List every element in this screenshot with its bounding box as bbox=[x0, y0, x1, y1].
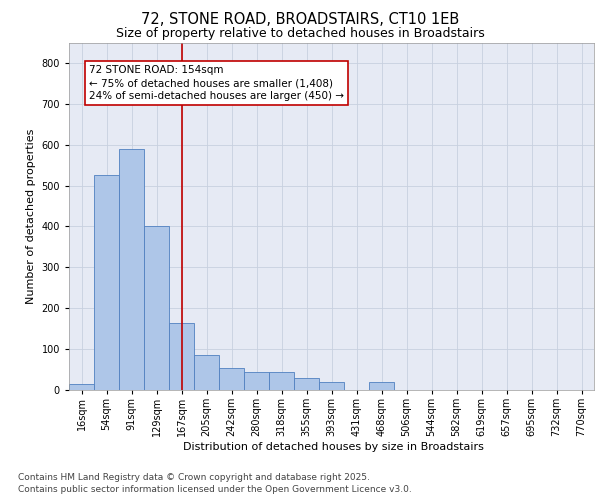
Bar bbox=[144, 226, 169, 390]
Text: 72, STONE ROAD, BROADSTAIRS, CT10 1EB: 72, STONE ROAD, BROADSTAIRS, CT10 1EB bbox=[141, 12, 459, 28]
Bar bbox=[194, 355, 219, 390]
Text: Contains HM Land Registry data © Crown copyright and database right 2025.: Contains HM Land Registry data © Crown c… bbox=[18, 472, 370, 482]
Bar bbox=[294, 378, 319, 390]
Bar bbox=[169, 322, 194, 390]
Bar bbox=[269, 372, 294, 390]
Text: Contains public sector information licensed under the Open Government Licence v3: Contains public sector information licen… bbox=[18, 485, 412, 494]
Bar bbox=[119, 149, 144, 390]
Bar bbox=[94, 176, 119, 390]
Y-axis label: Number of detached properties: Number of detached properties bbox=[26, 128, 36, 304]
Text: 72 STONE ROAD: 154sqm
← 75% of detached houses are smaller (1,408)
24% of semi-d: 72 STONE ROAD: 154sqm ← 75% of detached … bbox=[89, 65, 344, 102]
Bar bbox=[369, 382, 394, 390]
Text: Distribution of detached houses by size in Broadstairs: Distribution of detached houses by size … bbox=[182, 442, 484, 452]
Text: Size of property relative to detached houses in Broadstairs: Size of property relative to detached ho… bbox=[116, 28, 484, 40]
Bar bbox=[319, 382, 344, 390]
Bar bbox=[219, 368, 244, 390]
Bar bbox=[69, 384, 94, 390]
Bar bbox=[244, 372, 269, 390]
